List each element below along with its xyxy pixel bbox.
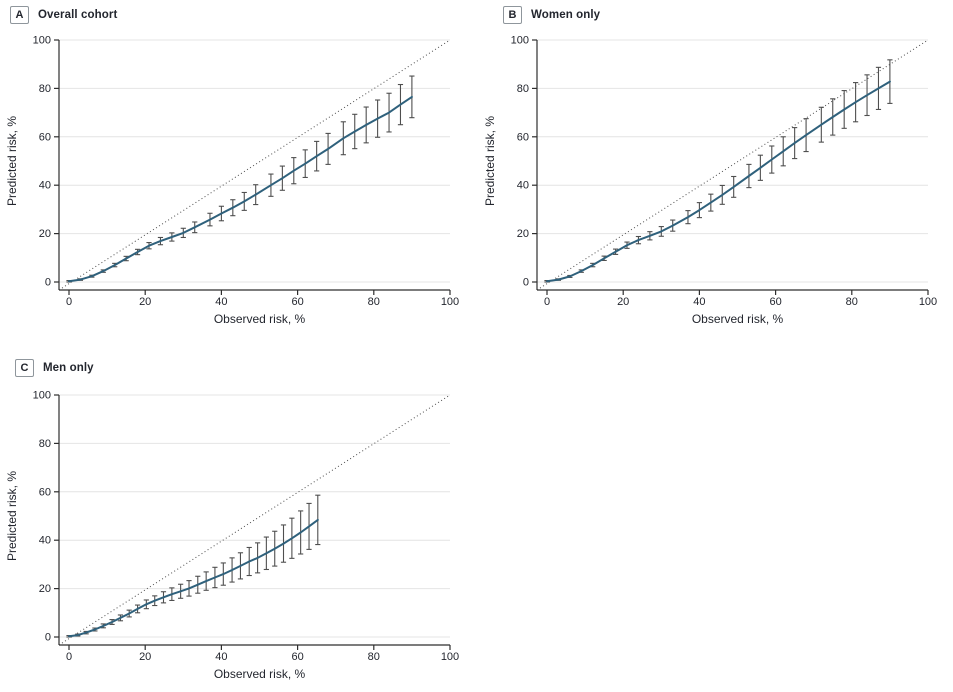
y-tick-label: 0 [45, 277, 51, 289]
x-tick-label: 0 [66, 296, 72, 308]
identity-reference-line [58, 394, 451, 646]
x-tick-label: 20 [139, 651, 151, 663]
x-tick-label: 80 [846, 296, 858, 308]
panel-letter-badge: A [10, 6, 29, 24]
x-tick-label: 60 [291, 651, 303, 663]
x-tick-label: 100 [441, 296, 459, 308]
panel-women-only: B Women only 0 20 40 60 80 100 0 20 40 60 80 100 Obs… [478, 0, 953, 346]
panel-title: Women only [531, 9, 601, 21]
x-tick-label: 40 [215, 651, 227, 663]
y-tick-label: 40 [39, 535, 51, 547]
y-axis-title: Predicted risk, % [5, 471, 19, 561]
error-bars [66, 75, 415, 283]
x-tick-label: 80 [368, 651, 380, 663]
x-tick-label: 40 [215, 296, 227, 308]
x-tick-label: 60 [291, 296, 303, 308]
x-tick-label: 20 [617, 296, 629, 308]
x-tick-label: 100 [441, 651, 459, 663]
y-tick-label: 20 [517, 228, 529, 240]
x-axis-title: Observed risk, % [214, 312, 306, 326]
y-axis-title: Predicted risk, % [483, 116, 497, 206]
x-tick-label: 80 [368, 296, 380, 308]
y-tick-label: 0 [523, 277, 529, 289]
identity-reference-line [536, 39, 929, 291]
y-tick-label: 100 [511, 35, 529, 47]
x-tick-label: 0 [66, 651, 72, 663]
x-tick-label: 20 [139, 296, 151, 308]
panel-title: Overall cohort [38, 9, 118, 21]
error-bars [544, 59, 893, 283]
calibration-plot-overall-cohort: 0 20 40 60 80 100 0 20 40 60 80 100 Observed risk, %… [5, 35, 459, 327]
y-tick-label: 20 [39, 228, 51, 240]
y-tick-label: 40 [39, 180, 51, 192]
panel-header: B Women only [503, 6, 600, 24]
panel-title: Men only [43, 362, 94, 374]
identity-reference-line [58, 39, 451, 291]
panel-men-only: C Men only 0 20 40 60 80 100 0 20 40 60 80 100 Obser… [0, 355, 478, 692]
x-tick-label: 100 [919, 296, 937, 308]
y-tick-label: 60 [517, 131, 529, 143]
x-axis-title: Observed risk, % [692, 312, 784, 326]
panel-letter-badge: B [503, 6, 522, 24]
panel-overall-cohort: A Overall cohort 0 20 40 60 80 100 0 20 40 60 80 10… [0, 0, 478, 346]
y-tick-label: 100 [33, 390, 51, 402]
panel-letter-badge: C [15, 359, 34, 377]
y-tick-label: 40 [517, 180, 529, 192]
x-axis-title: Observed risk, % [214, 667, 306, 681]
panel-header: C Men only [15, 359, 94, 377]
y-tick-label: 60 [39, 486, 51, 498]
panel-header: A Overall cohort [10, 6, 117, 24]
y-tick-label: 80 [39, 438, 51, 450]
y-tick-label: 80 [517, 83, 529, 95]
calibration-plot-women-only: 0 20 40 60 80 100 0 20 40 60 80 100 Observed risk, %… [483, 35, 937, 327]
y-tick-label: 0 [45, 632, 51, 644]
x-tick-label: 0 [544, 296, 550, 308]
y-tick-label: 60 [39, 131, 51, 143]
y-axis-title: Predicted risk, % [5, 116, 19, 206]
y-tick-label: 100 [33, 35, 51, 47]
calibration-curve [546, 80, 891, 283]
x-tick-label: 60 [769, 296, 781, 308]
y-tick-label: 80 [39, 83, 51, 95]
x-tick-label: 40 [693, 296, 705, 308]
y-tick-label: 20 [39, 583, 51, 595]
calibration-plot-men-only: 0 20 40 60 80 100 0 20 40 60 80 100 Observed risk, %… [5, 390, 459, 682]
calibration-curve [68, 518, 319, 638]
calibration-curve [68, 95, 413, 283]
